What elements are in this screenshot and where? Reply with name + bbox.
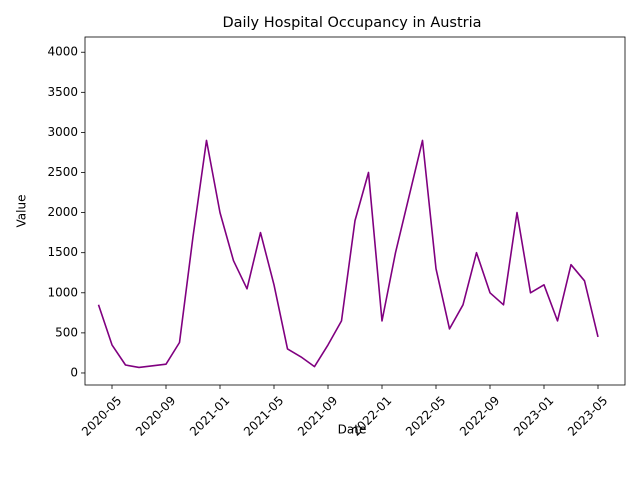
chart-title: Daily Hospital Occupancy in Austria xyxy=(222,15,481,31)
y-tick-label: 2500 xyxy=(47,165,78,179)
plot-frame xyxy=(84,36,626,386)
x-axis-label: Date xyxy=(338,423,367,437)
y-tick-label: 500 xyxy=(55,325,78,339)
y-tick-label: 3500 xyxy=(47,85,78,99)
y-tick-label: 3000 xyxy=(47,125,78,139)
y-tick-label: 2000 xyxy=(47,205,78,219)
y-tick-label: 1000 xyxy=(47,285,78,299)
y-axis-label: Value xyxy=(15,195,29,228)
y-tick-label: 0 xyxy=(70,365,78,379)
y-tick-label: 1500 xyxy=(47,245,78,259)
data-line xyxy=(97,139,599,369)
y-tick-label: 4000 xyxy=(47,45,78,59)
